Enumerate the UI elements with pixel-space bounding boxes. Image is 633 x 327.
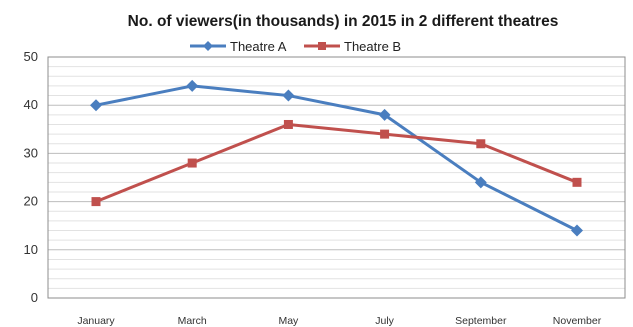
- legend-label: Theatre B: [344, 39, 401, 54]
- chart-title: No. of viewers(in thousands) in 2015 in …: [128, 13, 559, 30]
- legend-label: Theatre A: [230, 39, 287, 54]
- data-point: [282, 89, 295, 102]
- y-tick-label: 30: [24, 145, 38, 160]
- series-theatre-a: [90, 79, 583, 237]
- data-point: [186, 79, 199, 92]
- data-point: [283, 119, 293, 129]
- data-point: [378, 108, 391, 121]
- series-line: [95, 122, 578, 203]
- series-theatre-b: [91, 119, 582, 207]
- y-axis: 0 10 20 30 40 50: [24, 49, 38, 305]
- gridlines: [48, 56, 625, 299]
- legend-marker: [203, 41, 213, 51]
- x-tick-label: May: [278, 315, 299, 327]
- data-point: [90, 99, 102, 112]
- y-tick-label: 20: [24, 194, 38, 209]
- legend: Theatre A Theatre B: [190, 39, 401, 54]
- y-tick-label: 10: [24, 242, 38, 257]
- data-point: [571, 224, 583, 237]
- y-tick-label: 40: [24, 97, 38, 112]
- x-tick-label: July: [375, 315, 394, 327]
- series: [90, 79, 583, 237]
- data-point: [187, 158, 197, 168]
- data-point: [476, 139, 486, 149]
- data-point: [572, 177, 582, 187]
- y-tick-label: 50: [24, 49, 38, 64]
- data-point: [91, 197, 101, 207]
- x-axis: January March May July September November: [77, 315, 601, 327]
- plot-area: [47, 56, 626, 299]
- data-point: [474, 176, 487, 189]
- data-point: [380, 129, 390, 139]
- x-tick-label: November: [553, 315, 602, 327]
- legend-marker: [318, 42, 326, 50]
- y-tick-label: 0: [31, 290, 38, 305]
- x-tick-label: March: [178, 315, 207, 327]
- x-tick-label: January: [77, 315, 115, 327]
- series-line: [95, 84, 578, 232]
- x-tick-label: September: [455, 315, 507, 327]
- legend-item: Theatre A: [190, 39, 287, 54]
- legend-item: Theatre B: [304, 39, 401, 54]
